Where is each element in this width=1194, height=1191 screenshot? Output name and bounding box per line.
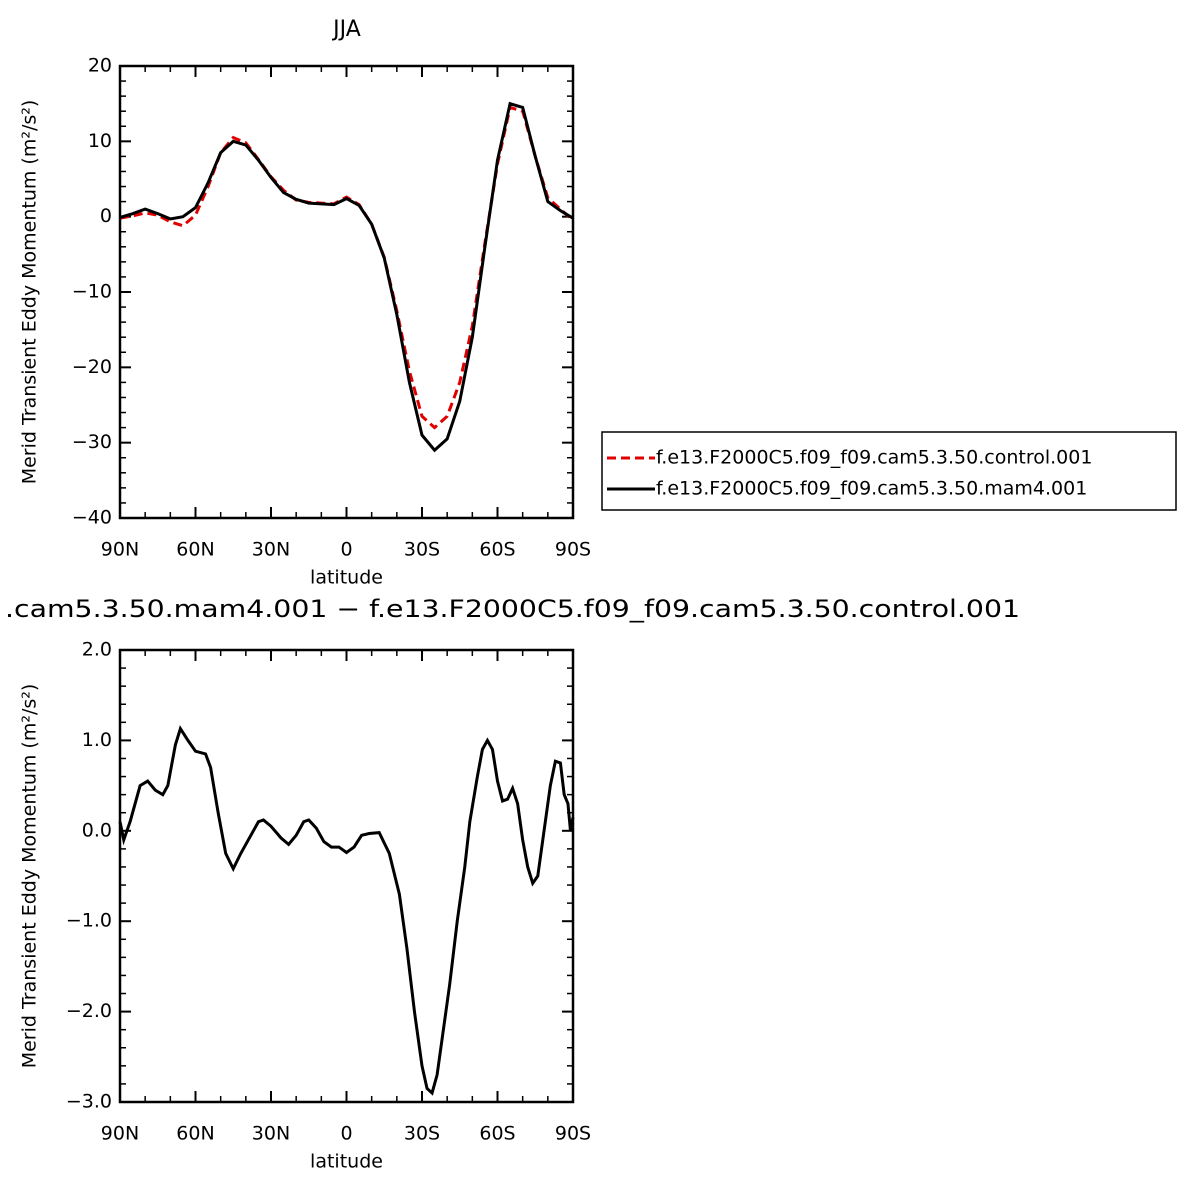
y-axis-label: Merid Transient Eddy Momentum (m²/s²)	[19, 684, 41, 1069]
plot-frame	[118, 648, 575, 1104]
y-tick-label: −30	[72, 431, 112, 453]
x-tick-label: 60S	[479, 539, 515, 561]
x-tick-label: 60S	[479, 1123, 515, 1145]
y-tick-label: −1.0	[66, 910, 112, 932]
legend-label: f.e13.F2000C5.f09_f09.cam5.3.50.mam4.001	[656, 478, 1087, 500]
y-tick-label: 20	[88, 55, 112, 77]
x-tick-label: 60N	[176, 1123, 214, 1145]
y-axis-label: Merid Transient Eddy Momentum (m²/s²)	[19, 100, 41, 485]
y-tick-label: 0	[100, 205, 112, 227]
y-tick-label: 0.0	[82, 819, 112, 841]
x-axis-label: latitude	[310, 567, 383, 589]
x-tick-label: 0	[340, 539, 352, 561]
y-tick-label: 2.0	[82, 639, 112, 661]
y-tick-label: 10	[88, 130, 112, 152]
y-tick-label: −20	[72, 356, 112, 378]
data-line	[119, 101, 574, 453]
x-tick-label: 30N	[252, 539, 290, 561]
x-tick-label: 30S	[404, 1123, 440, 1145]
x-tick-label: 60N	[176, 539, 214, 561]
legend-label: f.e13.F2000C5.f09_f09.cam5.3.50.control.…	[656, 447, 1092, 469]
x-tick-label: 0	[340, 1123, 352, 1145]
x-tick-label: 30N	[252, 1123, 290, 1145]
legend-box	[601, 431, 1177, 511]
x-tick-label: 90N	[101, 539, 139, 561]
plot-frame	[118, 64, 575, 520]
chart-title: JJA	[331, 17, 361, 42]
data-line	[118, 725, 575, 1096]
x-tick-label: 90S	[555, 1123, 591, 1145]
y-tick-label: −40	[72, 507, 112, 529]
data-line	[119, 105, 575, 430]
x-tick-label: 90S	[555, 539, 591, 561]
x-tick-label: 30S	[404, 539, 440, 561]
y-tick-label: −2.0	[66, 1000, 112, 1022]
chart-title: .cam5.3.50.mam4.001 − f.e13.F2000C5.f09_…	[5, 595, 1020, 623]
x-tick-label: 90N	[101, 1123, 139, 1145]
y-tick-label: −10	[72, 281, 112, 303]
y-tick-label: −3.0	[66, 1091, 112, 1113]
y-tick-label: 1.0	[82, 729, 112, 751]
x-axis-label: latitude	[310, 1151, 383, 1173]
